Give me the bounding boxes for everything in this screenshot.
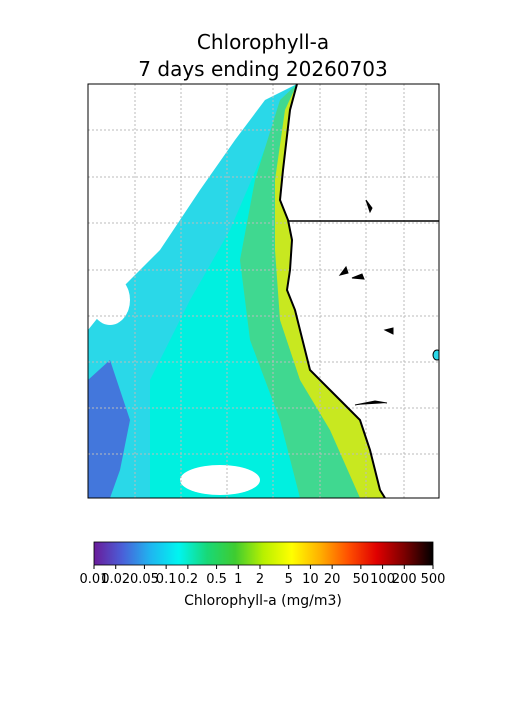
colorbar-tick-label: 0.1 [156,572,177,587]
colorbar-tick-label: 0.01 [80,572,109,587]
colorbar-tick-label: 0.5 [206,572,227,587]
colorbar-label: Chlorophyll-a (mg/m3) [184,593,342,609]
colorbar-tick-label: 0.2 [178,572,199,587]
colorbar-tick-label: 20 [324,572,341,587]
colorbar-tick-label: 50 [353,572,370,587]
title-line: Chlorophyll-a [197,30,329,54]
colorbar-tick-label: 1 [234,572,242,587]
colorbar-tick-label: 2 [256,572,264,587]
title-line: 7 days ending 20260703 [138,57,387,81]
colorbar-tick-label: 0.02 [101,572,130,587]
colorbar [93,541,434,566]
colorbar-tick-label: 5 [285,572,293,587]
colorbar-tick-label: 200 [392,572,417,587]
colorbar-tick-label: 100 [370,572,395,587]
map-frame [87,83,440,499]
colorbar-tick-label: 500 [421,572,446,587]
colorbar-tick-label: 0.05 [130,572,159,587]
colorbar-tick-label: 10 [302,572,319,587]
map [88,84,439,498]
